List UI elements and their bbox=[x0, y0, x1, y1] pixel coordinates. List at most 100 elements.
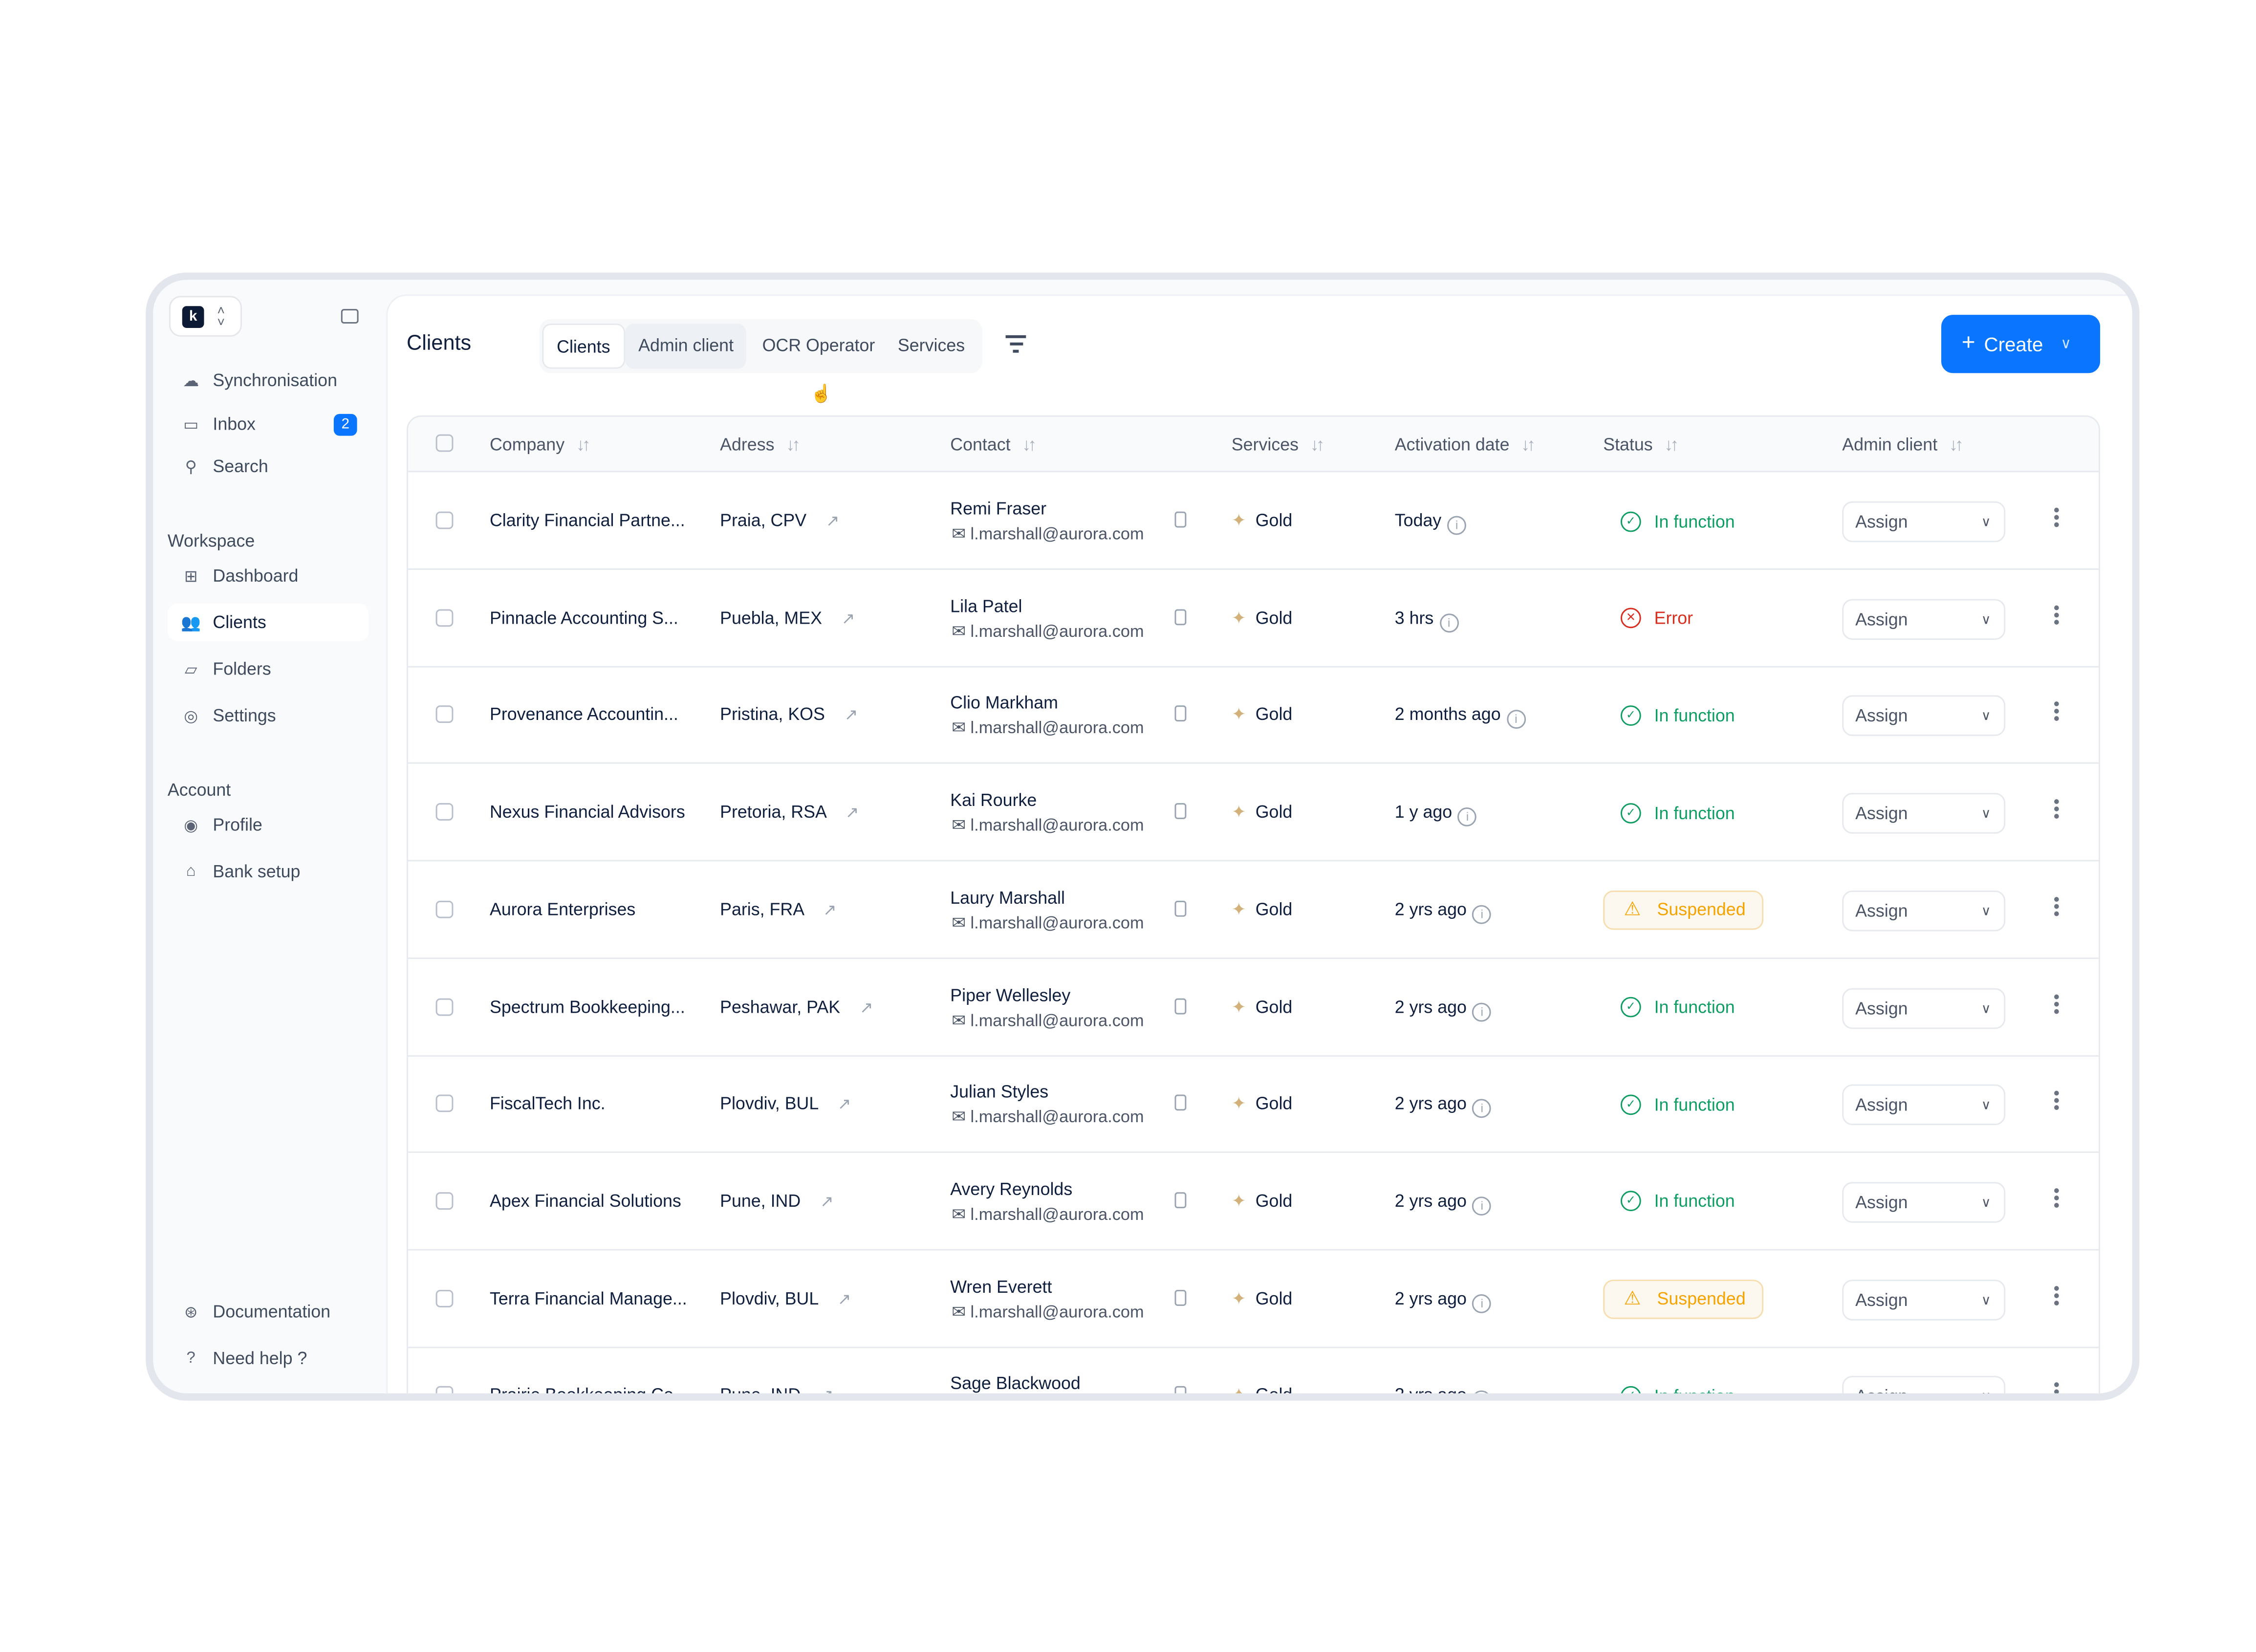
row-checkbox[interactable] bbox=[435, 998, 454, 1015]
table-row[interactable]: FiscalTech Inc. Plovdiv, BUL ↗ Julian St… bbox=[408, 1056, 2099, 1153]
row-checkbox[interactable] bbox=[435, 900, 454, 918]
copy-clipboard-icon[interactable] bbox=[1174, 1095, 1187, 1111]
info-icon[interactable]: i bbox=[1472, 1391, 1492, 1393]
sort-icon[interactable]: ↓↑ bbox=[1949, 434, 1964, 455]
sort-icon[interactable]: ↓↑ bbox=[1022, 434, 1037, 455]
sort-icon[interactable]: ↓↑ bbox=[1664, 434, 1679, 455]
create-button[interactable]: + Create ∨ bbox=[1941, 315, 2101, 373]
sidebar-collapse-icon[interactable] bbox=[341, 309, 359, 324]
row-checkbox[interactable] bbox=[435, 803, 454, 821]
external-link-icon[interactable]: ↗ bbox=[825, 513, 840, 531]
sidebar-item-synchronisation[interactable]: ☁ Synchronisation bbox=[168, 362, 369, 400]
copy-clipboard-icon[interactable] bbox=[1174, 803, 1187, 820]
table-row[interactable]: Aurora Enterprises Paris, FRA ↗ Laury Ma… bbox=[408, 861, 2099, 959]
row-checkbox[interactable] bbox=[435, 1386, 454, 1393]
copy-clipboard-icon[interactable] bbox=[1174, 1289, 1187, 1305]
more-actions-icon[interactable]: • • • bbox=[2053, 986, 2060, 1021]
column-header-admin-client[interactable]: Admin client ↓↑ bbox=[1842, 434, 1964, 455]
copy-clipboard-icon[interactable] bbox=[1174, 900, 1187, 917]
sidebar-item-clients[interactable]: 👥 Clients bbox=[167, 603, 369, 642]
table-row[interactable]: Clarity Financial Partne... Praia, CPV ↗… bbox=[408, 472, 2099, 570]
admin-client-select[interactable]: Assign ∨ bbox=[1842, 1085, 2006, 1126]
row-checkbox[interactable] bbox=[435, 1192, 454, 1210]
admin-client-select[interactable]: Assign ∨ bbox=[1842, 987, 2006, 1028]
tab-services[interactable]: Services bbox=[897, 335, 965, 356]
more-actions-icon[interactable]: • • • bbox=[2053, 1278, 2060, 1313]
copy-clipboard-icon[interactable] bbox=[1174, 1386, 1187, 1393]
info-icon[interactable]: i bbox=[1472, 905, 1492, 924]
more-actions-icon[interactable]: • • • bbox=[2053, 889, 2060, 924]
tab-clients[interactable]: Clients bbox=[542, 324, 625, 369]
more-actions-icon[interactable]: • • • bbox=[2053, 791, 2060, 827]
column-header-services[interactable]: Services ↓↑ bbox=[1231, 434, 1325, 455]
admin-client-select[interactable]: Assign ∨ bbox=[1842, 890, 2006, 931]
external-link-icon[interactable]: ↗ bbox=[859, 999, 873, 1017]
row-checkbox[interactable] bbox=[435, 1095, 454, 1112]
copy-clipboard-icon[interactable] bbox=[1174, 706, 1187, 722]
info-icon[interactable]: i bbox=[1472, 1002, 1492, 1021]
row-checkbox[interactable] bbox=[435, 609, 454, 627]
filter-icon[interactable] bbox=[1005, 335, 1026, 358]
external-link-icon[interactable]: ↗ bbox=[837, 1096, 851, 1114]
row-checkbox[interactable] bbox=[435, 1289, 454, 1307]
external-link-icon[interactable]: ↗ bbox=[837, 1290, 851, 1308]
table-row[interactable]: Terra Financial Manage... Plovdiv, BUL ↗… bbox=[408, 1250, 2099, 1348]
sidebar-item-profile[interactable]: ◉ Profile bbox=[168, 806, 369, 844]
table-row[interactable]: Spectrum Bookkeeping... Peshawar, PAK ↗ … bbox=[408, 958, 2099, 1056]
admin-client-select[interactable]: Assign ∨ bbox=[1842, 501, 2006, 543]
table-row[interactable]: Prairie Bookkeeping Co... Pune, IND ↗ Sa… bbox=[408, 1347, 2099, 1401]
copy-clipboard-icon[interactable] bbox=[1174, 511, 1187, 528]
sidebar-item-settings[interactable]: ◎ Settings bbox=[168, 696, 369, 735]
more-actions-icon[interactable]: • • • bbox=[2053, 597, 2060, 632]
sort-icon[interactable]: ↓↑ bbox=[786, 434, 801, 455]
external-link-icon[interactable]: ↗ bbox=[823, 902, 837, 920]
sort-icon[interactable]: ↓↑ bbox=[576, 434, 591, 455]
info-icon[interactable]: i bbox=[1472, 1293, 1492, 1313]
sort-icon[interactable]: ↓↑ bbox=[1521, 434, 1536, 455]
copy-clipboard-icon[interactable] bbox=[1174, 1192, 1187, 1208]
sidebar-item-documentation[interactable]: ⊛ Documentation bbox=[168, 1293, 369, 1331]
table-row[interactable]: Pinnacle Accounting S... Puebla, MEX ↗ L… bbox=[408, 569, 2099, 667]
row-checkbox[interactable] bbox=[435, 511, 454, 529]
workspace-switcher[interactable]: k ˄ ˅ bbox=[169, 296, 242, 337]
info-icon[interactable]: i bbox=[1472, 1196, 1492, 1216]
more-actions-icon[interactable]: • • • bbox=[2053, 1180, 2060, 1216]
external-link-icon[interactable]: ↗ bbox=[844, 707, 858, 725]
sidebar-item-need-help[interactable]: ? Need help ? bbox=[168, 1339, 369, 1377]
sidebar-item-dashboard[interactable]: ⊞ Dashboard bbox=[168, 557, 369, 595]
row-checkbox[interactable] bbox=[435, 706, 454, 724]
sidebar-item-folders[interactable]: ▱ Folders bbox=[168, 650, 369, 688]
table-row[interactable]: Provenance Accountin... Pristina, KOS ↗ … bbox=[408, 667, 2099, 764]
sidebar-item-search[interactable]: ⚲ Search bbox=[168, 447, 369, 485]
external-link-icon[interactable]: ↗ bbox=[820, 1388, 834, 1401]
column-header-activation-date[interactable]: Activation date ↓↑ bbox=[1394, 434, 1536, 455]
sidebar-item-inbox[interactable]: ▭ Inbox 2 bbox=[168, 405, 369, 443]
column-header-adress[interactable]: Adress ↓↑ bbox=[720, 434, 801, 455]
more-actions-icon[interactable]: • • • bbox=[2053, 500, 2060, 535]
info-icon[interactable]: i bbox=[1472, 1099, 1492, 1118]
table-row[interactable]: Apex Financial Solutions Pune, IND ↗ Ave… bbox=[408, 1152, 2099, 1251]
select-all-checkbox[interactable] bbox=[435, 434, 454, 452]
more-actions-icon[interactable]: • • • bbox=[2053, 1083, 2060, 1118]
external-link-icon[interactable]: ↗ bbox=[841, 610, 855, 628]
more-actions-icon[interactable]: • • • bbox=[2053, 1374, 2060, 1401]
tab-ocr-operator[interactable]: OCR Operator bbox=[762, 335, 875, 356]
admin-client-select[interactable]: Assign ∨ bbox=[1842, 1279, 2006, 1320]
copy-clipboard-icon[interactable] bbox=[1174, 998, 1187, 1014]
external-link-icon[interactable]: ↗ bbox=[845, 804, 859, 823]
copy-clipboard-icon[interactable] bbox=[1174, 609, 1187, 625]
sort-icon[interactable]: ↓↑ bbox=[1310, 434, 1325, 455]
admin-client-select[interactable]: Assign ∨ bbox=[1842, 598, 2006, 640]
table-row[interactable]: Nexus Financial Advisors Pretoria, RSA ↗… bbox=[408, 764, 2099, 862]
info-icon[interactable]: i bbox=[1506, 710, 1526, 730]
sidebar-item-bank-setup[interactable]: ⌂ Bank setup bbox=[168, 852, 369, 891]
external-link-icon[interactable]: ↗ bbox=[820, 1193, 834, 1211]
info-icon[interactable]: i bbox=[1458, 807, 1477, 827]
info-icon[interactable]: i bbox=[1447, 516, 1466, 535]
more-actions-icon[interactable]: • • • bbox=[2053, 694, 2060, 730]
admin-client-select[interactable]: Assign ∨ bbox=[1842, 793, 2006, 834]
column-header-contact[interactable]: Contact ↓↑ bbox=[950, 434, 1037, 455]
admin-client-select[interactable]: Assign ∨ bbox=[1842, 1376, 2006, 1393]
info-icon[interactable]: i bbox=[1439, 613, 1459, 632]
tab-admin-client[interactable]: Admin client bbox=[625, 324, 747, 369]
